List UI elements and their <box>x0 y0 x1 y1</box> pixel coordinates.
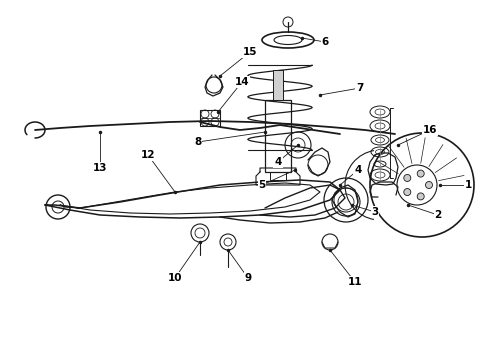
Text: 16: 16 <box>423 125 437 135</box>
Text: 8: 8 <box>195 137 201 147</box>
Circle shape <box>417 170 424 177</box>
Text: 4: 4 <box>274 157 282 167</box>
Text: 5: 5 <box>258 180 266 190</box>
Text: 6: 6 <box>321 37 329 47</box>
Text: 9: 9 <box>245 273 251 283</box>
Circle shape <box>404 189 411 195</box>
Bar <box>200 110 220 126</box>
Text: 11: 11 <box>348 277 362 287</box>
Text: 7: 7 <box>356 83 364 93</box>
Circle shape <box>417 193 424 200</box>
Text: 12: 12 <box>141 150 155 160</box>
Bar <box>270 172 286 180</box>
Text: 13: 13 <box>93 163 107 173</box>
Bar <box>265 100 291 172</box>
Text: 4: 4 <box>354 165 362 175</box>
Text: 3: 3 <box>371 207 379 217</box>
Text: 14: 14 <box>235 77 249 87</box>
Circle shape <box>425 181 433 189</box>
Circle shape <box>404 175 411 181</box>
Text: 10: 10 <box>168 273 182 283</box>
Bar <box>273 70 283 100</box>
Text: 1: 1 <box>465 180 472 190</box>
Text: 2: 2 <box>434 210 441 220</box>
Text: 15: 15 <box>243 47 257 57</box>
